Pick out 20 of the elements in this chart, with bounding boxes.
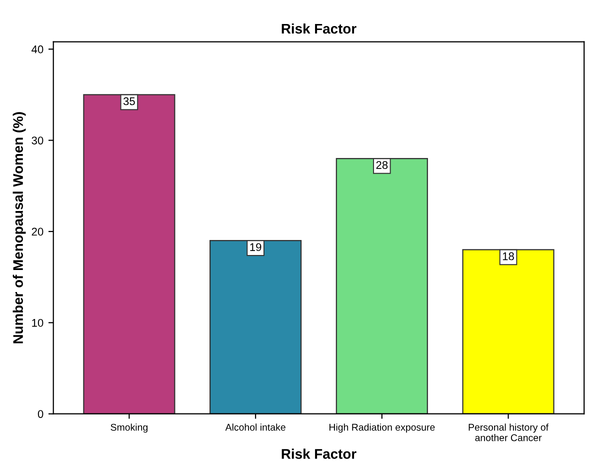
bar xyxy=(462,249,554,414)
bar xyxy=(336,158,428,414)
data-label: 19 xyxy=(250,243,262,252)
x-tick-label: Alcohol intake xyxy=(225,424,286,431)
chart-title: Risk Factor xyxy=(282,23,356,34)
y-tick-label: 30 xyxy=(32,136,44,144)
x-tick-label: High Radiation exposure xyxy=(329,424,435,433)
bar xyxy=(210,240,302,414)
y-tick-label: 10 xyxy=(32,318,44,327)
y-tick-label: 40 xyxy=(32,45,44,54)
data-label: 18 xyxy=(502,252,514,260)
x-axis-title: Risk Factor xyxy=(282,448,356,459)
bar xyxy=(83,94,176,414)
data-label: 28 xyxy=(376,161,388,169)
x-tick-label: Smoking xyxy=(110,424,148,433)
y-tick-label: 20 xyxy=(32,228,44,236)
y-tick-label: 0 xyxy=(38,410,44,418)
y-axis-title: Number of Menopausal Women (%) xyxy=(12,112,26,344)
data-label: 35 xyxy=(123,97,135,106)
x-tick-label: Personal history of another Cancer xyxy=(468,424,549,442)
